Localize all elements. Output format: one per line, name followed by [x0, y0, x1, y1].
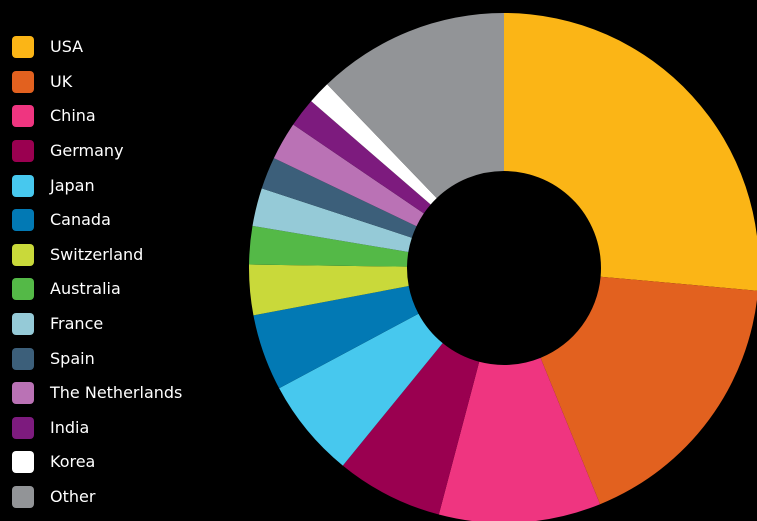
- slice-australia: [249, 225, 409, 267]
- legend-item: China: [12, 99, 182, 134]
- legend-swatch: [12, 36, 34, 59]
- legend-label: The Netherlands: [50, 383, 183, 403]
- slice-india: [293, 101, 431, 214]
- slice-france: [252, 188, 412, 252]
- slice-spain: [261, 158, 417, 238]
- legend-item: UK: [12, 65, 182, 100]
- slice-usa: [504, 13, 757, 291]
- legend-item: USA: [12, 30, 182, 65]
- legend-swatch: [12, 243, 34, 266]
- legend-swatch: [12, 209, 34, 232]
- slice-canada: [253, 286, 419, 389]
- legend-label: China: [50, 106, 96, 126]
- legend-swatch: [12, 416, 34, 439]
- legend-label: USA: [50, 37, 84, 57]
- slice-the-netherlands: [273, 124, 424, 227]
- legend-label: UK: [50, 71, 73, 91]
- legend-swatch: [12, 313, 34, 336]
- legend-swatch: [12, 347, 34, 370]
- legend-item: Spain: [12, 341, 182, 376]
- slice-other: [327, 13, 504, 199]
- legend-label: Germany: [50, 141, 124, 161]
- legend-item: Other: [12, 480, 182, 515]
- legend-item: Switzerland: [12, 238, 182, 273]
- legend-swatch: [12, 105, 34, 128]
- legend-label: Korea: [50, 452, 96, 472]
- legend-item: Canada: [12, 203, 182, 238]
- legend-label: France: [50, 314, 104, 334]
- legend-label: Australia: [50, 279, 121, 299]
- legend-item: The Netherlands: [12, 376, 182, 411]
- legend-item: France: [12, 307, 182, 342]
- legend-item: Korea: [12, 445, 182, 480]
- chart-legend: USA UK China Germany Japan Canada Switzerland A…: [12, 30, 182, 514]
- legend-label: Other: [50, 487, 96, 507]
- legend-label: Spain: [50, 348, 95, 368]
- slice-germany: [342, 343, 480, 515]
- legend-swatch: [12, 70, 34, 93]
- slice-china: [438, 357, 601, 521]
- legend-swatch: [12, 486, 34, 509]
- legend-item: Japan: [12, 168, 182, 203]
- legend-item: Germany: [12, 134, 182, 169]
- legend-swatch: [12, 451, 34, 474]
- legend-item: India: [12, 411, 182, 446]
- legend-item: Australia: [12, 272, 182, 307]
- legend-label: Switzerland: [50, 244, 144, 264]
- slice-korea: [311, 84, 437, 205]
- slice-switzerland: [249, 264, 409, 316]
- legend-swatch: [12, 174, 34, 197]
- legend-swatch: [12, 278, 34, 301]
- legend-label: Japan: [50, 175, 95, 195]
- legend-swatch: [12, 382, 34, 405]
- legend-label: Canada: [50, 210, 111, 230]
- slice-japan: [279, 313, 443, 466]
- legend-swatch: [12, 140, 34, 163]
- slice-uk: [540, 276, 757, 505]
- legend-label: India: [50, 417, 90, 437]
